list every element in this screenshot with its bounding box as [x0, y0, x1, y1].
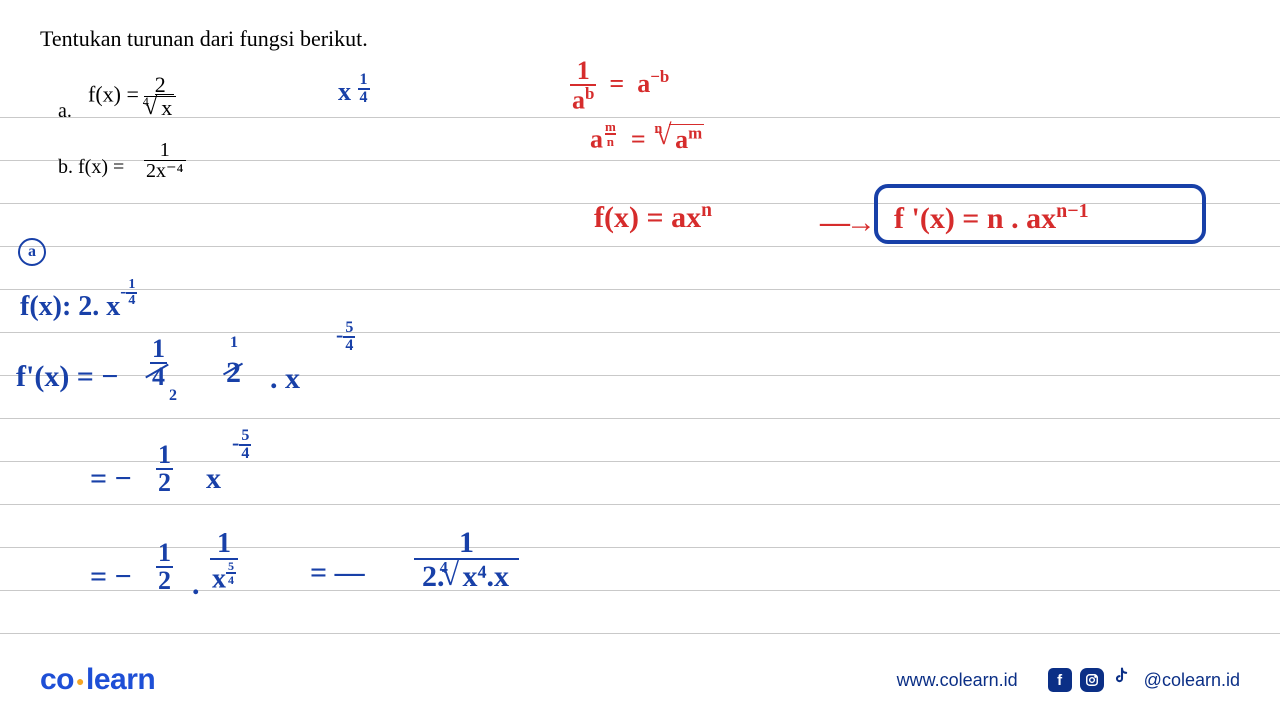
blue-line3-half: 12 — [156, 442, 173, 496]
blue-line4-half: 12 — [156, 540, 173, 594]
red-rule-neg-power: 1 ab = a−b — [570, 58, 669, 114]
blue-line3-eq: = − — [90, 462, 132, 496]
facebook-icon[interactable]: f — [1048, 668, 1072, 692]
problem-b-label: b. f(x) = — [58, 156, 124, 179]
tiktok-icon[interactable] — [1112, 666, 1132, 694]
blue-line2-exp: -54 — [336, 320, 355, 354]
instagram-icon[interactable] — [1080, 668, 1104, 692]
problem-a-label: a. — [58, 100, 72, 123]
problem-title: Tentukan turunan dari fungsi berikut. — [40, 26, 368, 52]
red-rule-derivative-left: f(x) = axn — [594, 200, 712, 235]
blue-line3-exp: -54 — [232, 428, 251, 462]
blue-line3-x: x — [206, 462, 221, 496]
footer-handle[interactable]: @colearn.id — [1144, 670, 1240, 691]
problem-b-fraction: 1 2x⁻⁴ — [144, 140, 186, 181]
blue-line4-dot: . — [192, 568, 200, 602]
blue-a-circle: a — [18, 238, 46, 266]
footer: co●learn www.colearn.id f @colearn.id — [0, 660, 1280, 700]
blue-line2-prefix: f'(x) = − — [16, 360, 119, 394]
footer-url[interactable]: www.colearn.id — [897, 670, 1018, 691]
blue-line4-eq2: = — — [310, 556, 365, 590]
red-rule-root: amn = nam — [590, 120, 704, 155]
blue-line1: f(x): 2. x-14 — [20, 278, 137, 323]
blue-line2-dot-x: . x — [270, 362, 300, 396]
footer-social: f @colearn.id — [1048, 666, 1240, 694]
red-rule-arrow: —→→ — [820, 206, 872, 240]
blue-line4-eq: = − — [90, 560, 132, 594]
colearn-logo: co●learn — [40, 663, 155, 697]
blue-line2-two: 21 — [226, 356, 241, 390]
blue-line2-quarter: 142 — [150, 336, 167, 390]
blue-line4-bigfrac: 1 2.4x⁴.x — [414, 528, 519, 594]
problem-a-function: f(x) = 2 4x — [88, 74, 176, 119]
blue-x-one-fourth: x 14 — [338, 72, 370, 107]
blue-line4-frac: 1 x54 — [210, 530, 238, 594]
red-rule-derivative-right: f '(x) = n . axn−1 — [894, 200, 1089, 236]
